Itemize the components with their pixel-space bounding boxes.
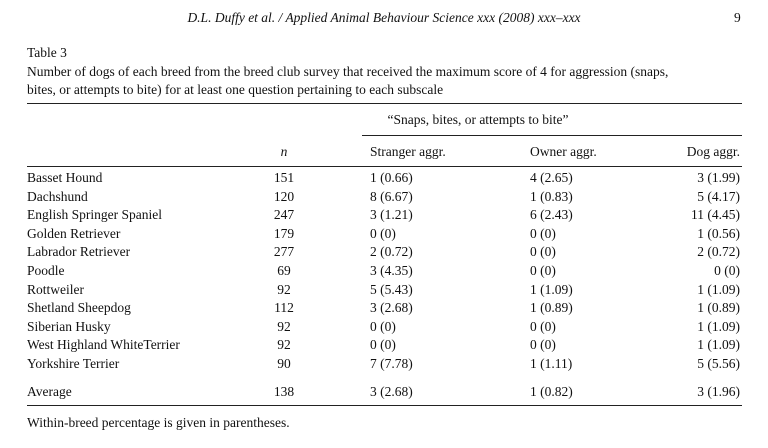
cell: 0 (0) (370, 337, 396, 353)
cell: 3 (1.21) (370, 207, 413, 223)
running-title: D.L. Duffy et al. / Applied Animal Behav… (187, 10, 581, 25)
cell: 8 (6.67) (370, 188, 413, 204)
cell: 1 (1.09) (530, 281, 573, 297)
caption-line: bites, or attempts to bite) for at least… (27, 82, 444, 97)
cell: 3 (2.68) (370, 300, 413, 316)
cell: 6 (2.43) (530, 207, 573, 223)
cell: 11 (4.45) (691, 207, 740, 223)
row-label: Shetland Sheepdog (27, 300, 131, 316)
cell: 69 (277, 263, 291, 278)
footnote: Within-breed percentage is given in pare… (27, 415, 290, 430)
cell: 120 (273, 188, 295, 204)
cell: 1 (1.09) (697, 281, 740, 297)
row-label: Yorkshire Terrier (27, 356, 120, 371)
cell: 3 (4.35) (370, 263, 413, 278)
cell: 3 (2.68) (370, 384, 413, 399)
column-header: Dog aggr. (686, 144, 740, 159)
rule (27, 405, 742, 406)
cell: 0 (0) (370, 318, 396, 334)
row-label: Average (27, 384, 72, 399)
row-label: Golden Retriever (27, 225, 121, 241)
cell: 1 (0.89) (530, 300, 573, 316)
cell: 179 (273, 225, 295, 241)
cell: 138 (273, 384, 295, 399)
row-label: English Springer Spaniel (27, 207, 162, 223)
cell: 0 (0) (530, 244, 556, 260)
cell: 92 (277, 281, 291, 297)
column-header: Stranger aggr. (370, 144, 446, 159)
cell: 1 (1.09) (697, 318, 740, 334)
cell: 1 (1.11) (530, 356, 573, 371)
cell: 1 (1.09) (697, 337, 740, 353)
row-label: Siberian Husky (27, 318, 111, 334)
row-label: Basset Hound (27, 170, 103, 185)
cell: 1 (0.89) (697, 300, 740, 316)
cell: 1 (0.83) (530, 188, 573, 204)
caption-line: Number of dogs of each breed from the br… (27, 64, 669, 79)
cell: 5 (4.17) (697, 188, 740, 204)
cell: 4 (2.65) (530, 170, 573, 185)
table-label: Table 3 (27, 45, 67, 60)
row-label: West Highland WhiteTerrier (27, 337, 180, 353)
rule (27, 166, 742, 167)
page-number: 9 (734, 10, 741, 25)
cell: 1 (0.82) (530, 384, 573, 399)
cell: 1 (0.56) (697, 225, 740, 241)
cell: 1 (0.66) (370, 170, 413, 185)
row-label: Labrador Retriever (27, 244, 131, 260)
column-header: Owner aggr. (530, 144, 597, 159)
cell: 2 (0.72) (370, 244, 413, 260)
cell: 0 (0) (714, 263, 740, 278)
cell: 0 (0) (530, 225, 556, 241)
cell: 0 (0) (530, 337, 556, 353)
cell: 0 (0) (530, 263, 556, 278)
cell: 7 (7.78) (370, 356, 413, 371)
cell: 247 (273, 207, 295, 223)
cell: 3 (1.99) (697, 170, 740, 185)
row-label: Rottweiler (27, 281, 84, 297)
cell: 277 (273, 244, 295, 260)
cell: 151 (273, 170, 295, 185)
column-header: n (280, 144, 288, 159)
cell: 112 (274, 300, 294, 316)
cell: 92 (277, 337, 291, 353)
row-label: Dachshund (27, 188, 88, 204)
row-label: Poodle (27, 263, 65, 278)
cell: 3 (1.96) (697, 384, 740, 399)
group-header: “Snaps, bites, or attempts to bite” (387, 112, 569, 127)
cell: 5 (5.56) (697, 356, 740, 371)
rule (27, 103, 742, 104)
cell: 2 (0.72) (697, 244, 740, 260)
cell: 90 (277, 356, 291, 371)
cell: 92 (277, 318, 291, 334)
rule (362, 135, 742, 136)
cell: 0 (0) (370, 225, 396, 241)
cell: 5 (5.43) (370, 281, 413, 297)
cell: 0 (0) (530, 318, 556, 334)
